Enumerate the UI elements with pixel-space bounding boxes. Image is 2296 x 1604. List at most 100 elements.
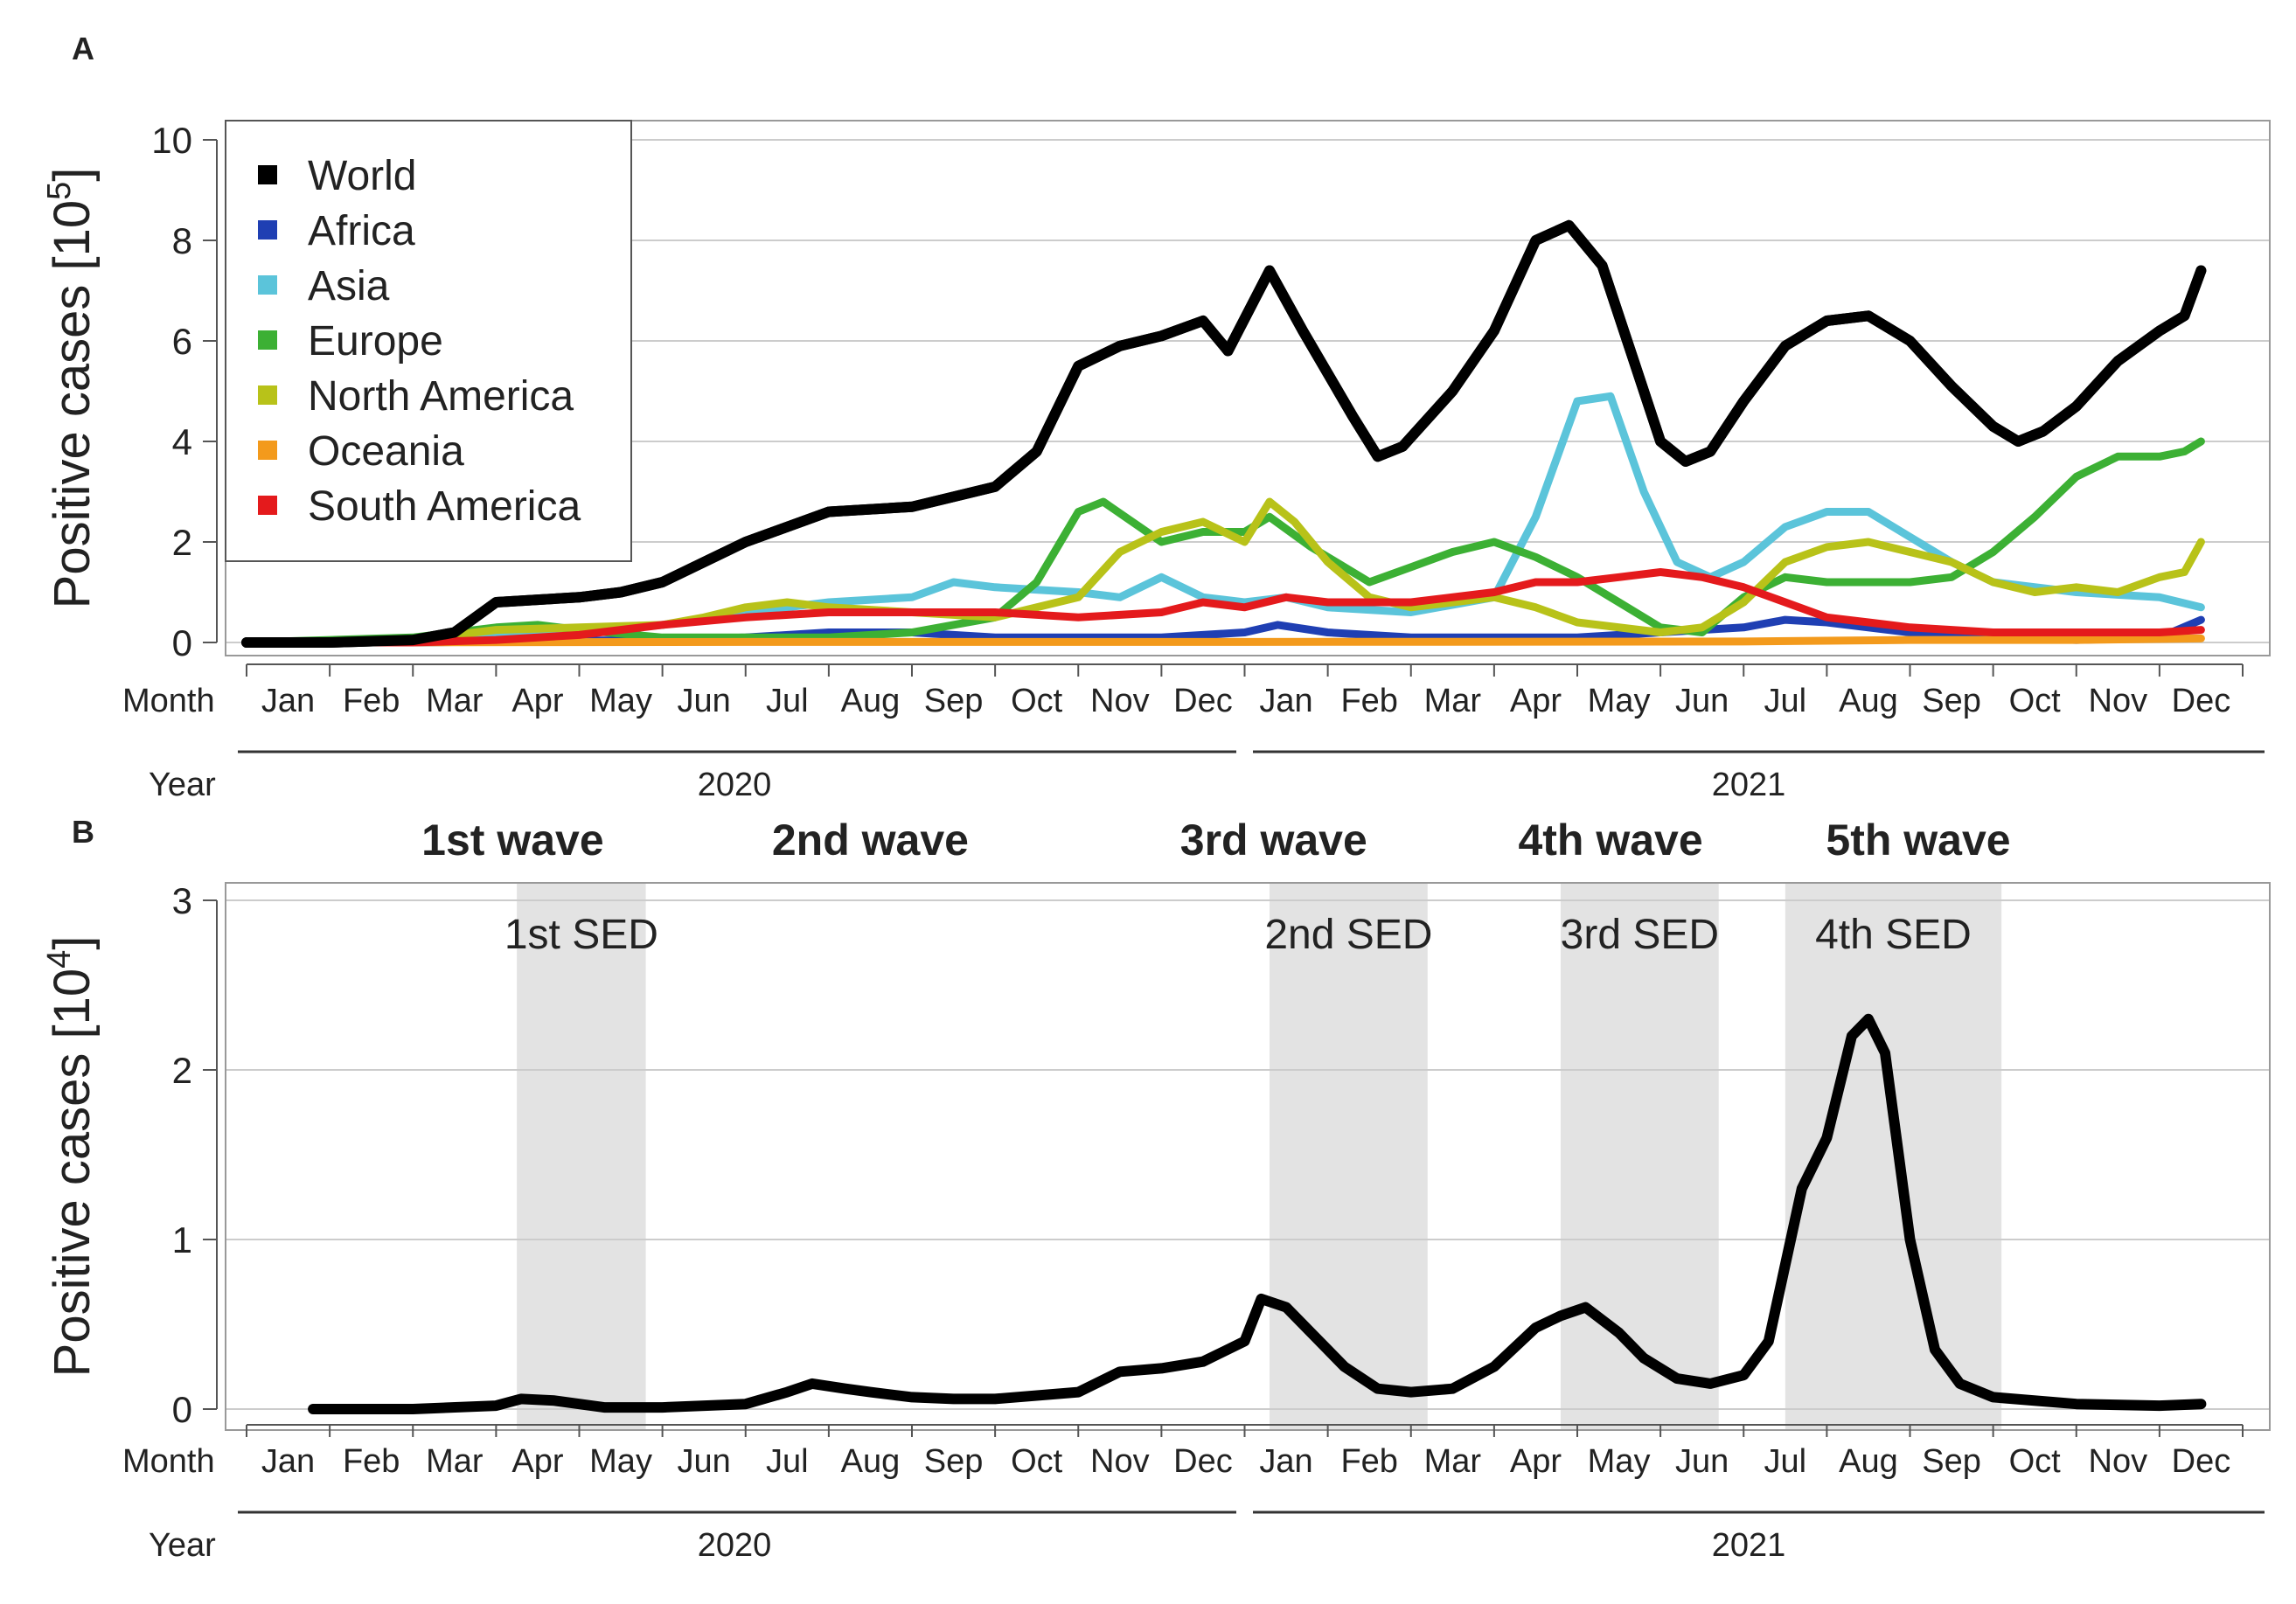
b-year-label-2021: 2021 bbox=[1712, 1527, 1786, 1564]
sed-periods bbox=[517, 883, 2002, 1430]
panel-a-y-axis-label: Positive cases [105] bbox=[41, 168, 101, 609]
b-month-row-label: Month bbox=[122, 1443, 215, 1480]
y-tick-label-b-2: 2 bbox=[172, 1050, 192, 1091]
b-month-label-15: Mar bbox=[1424, 1443, 1482, 1480]
a-year-row-label: Year bbox=[149, 767, 216, 803]
a-year-label-2021: 2021 bbox=[1712, 767, 1786, 803]
a-month-label-16: Apr bbox=[1510, 683, 1562, 719]
b-month-label-8: Aug bbox=[841, 1443, 901, 1480]
b-month-label-4: Apr bbox=[511, 1443, 563, 1480]
wave-label-4: 4th wave bbox=[1518, 816, 1702, 864]
sed-labels: 1st SED 2nd SED 3rd SED 4th SED bbox=[504, 912, 1972, 958]
wave-label-1: 1st wave bbox=[421, 816, 603, 864]
b-month-label-24: Dec bbox=[2172, 1443, 2231, 1480]
b-month-label-14: Feb bbox=[1340, 1443, 1397, 1480]
a-month-label-18: Jun bbox=[1675, 683, 1729, 719]
y-tick-label-b-0: 0 bbox=[172, 1389, 192, 1430]
b-month-label-17: May bbox=[1588, 1443, 1651, 1480]
b-month-label-6: Jun bbox=[678, 1443, 731, 1480]
sed-shade-3 bbox=[1560, 883, 1719, 1430]
panel-b: B 1st SED 2nd SED 3rd SED 4th SED 0 1 2 3 Posi… bbox=[41, 814, 2271, 1564]
a-month-label-2: Feb bbox=[343, 683, 400, 719]
a-month-label-24: Dec bbox=[2172, 683, 2231, 719]
legend-swatch-asia bbox=[258, 275, 277, 295]
a-month-label-22: Oct bbox=[2009, 683, 2062, 719]
y-tick-label-a-0: 0 bbox=[172, 622, 192, 663]
b-month-label-2: Feb bbox=[343, 1443, 400, 1480]
y-tick-label-a-4: 4 bbox=[172, 421, 192, 462]
panel-a-label: A bbox=[72, 31, 94, 66]
wave-label-2: 2nd wave bbox=[772, 816, 969, 864]
sed-shade-1 bbox=[517, 883, 646, 1430]
b-month-label-19: Jul bbox=[1764, 1443, 1807, 1480]
legend-label-north-america: North America bbox=[308, 373, 574, 420]
b-month-label-23: Nov bbox=[2089, 1443, 2148, 1480]
legend-label-europe: Europe bbox=[308, 318, 443, 365]
a-month-label-21: Sep bbox=[1922, 683, 1981, 719]
wave-labels: 1st wave 2nd wave 3rd wave 4th wave 5th wave bbox=[421, 816, 2010, 864]
legend-label-south-america: South America bbox=[308, 483, 581, 530]
a-month-label-15: Mar bbox=[1424, 683, 1482, 719]
series-line-europe bbox=[242, 437, 2205, 647]
b-month-label-18: Jun bbox=[1675, 1443, 1729, 1480]
panel-b-lines bbox=[308, 1013, 2207, 1414]
b-month-label-10: Oct bbox=[1011, 1443, 1063, 1480]
legend-label-oceania: Oceania bbox=[308, 428, 464, 475]
b-month-label-9: Sep bbox=[924, 1443, 984, 1480]
legend-swatch-north-america bbox=[258, 385, 277, 405]
series-line-north-america bbox=[242, 497, 2205, 647]
y-tick-label-b-3: 3 bbox=[172, 880, 192, 921]
b-month-label-5: May bbox=[589, 1443, 652, 1480]
b-month-label-13: Jan bbox=[1259, 1443, 1312, 1480]
sed-shade-2 bbox=[1270, 883, 1428, 1430]
a-month-label-4: Apr bbox=[511, 683, 563, 719]
a-month-label-12: Dec bbox=[1173, 683, 1233, 719]
y-tick-label-a-2: 2 bbox=[172, 522, 192, 563]
a-month-label-3: Mar bbox=[426, 683, 484, 719]
b-month-label-11: Nov bbox=[1090, 1443, 1150, 1480]
legend-swatch-world bbox=[258, 165, 277, 184]
legend-swatch-oceania bbox=[258, 441, 277, 460]
b-month-label-20: Aug bbox=[1839, 1443, 1898, 1480]
legend: World Africa Asia Europe North America Oceani… bbox=[225, 120, 632, 562]
a-month-label-13: Jan bbox=[1259, 683, 1312, 719]
a-month-label-10: Oct bbox=[1011, 683, 1063, 719]
legend-swatch-europe bbox=[258, 330, 277, 350]
a-year-label-2020: 2020 bbox=[698, 767, 772, 803]
a-month-label-6: Jun bbox=[678, 683, 731, 719]
a-month-label-14: Feb bbox=[1340, 683, 1397, 719]
sed-label-2: 2nd SED bbox=[1264, 912, 1432, 958]
y-tick-label-b-1: 1 bbox=[172, 1219, 192, 1260]
panel-b-label: B bbox=[72, 814, 94, 850]
b-month-label-7: Jul bbox=[766, 1443, 809, 1480]
a-month-label-8: Aug bbox=[841, 683, 901, 719]
panel-b-frame bbox=[225, 882, 2271, 1431]
legend-swatch-south-america bbox=[258, 496, 277, 515]
y-tick-label-a-8: 8 bbox=[172, 220, 192, 261]
legend-swatch-africa bbox=[258, 220, 277, 240]
panel-a-lines bbox=[241, 219, 2207, 648]
sed-label-4: 4th SED bbox=[1815, 912, 1972, 958]
panel-b-y-axis-label: Positive cases [104] bbox=[41, 936, 101, 1378]
a-month-label-5: May bbox=[589, 683, 652, 719]
panel-a-x-axis: Jan Feb Mar Apr May Jun Jul Aug Sep Oct Nov Dec Jan F… bbox=[122, 663, 2265, 803]
a-month-label-23: Nov bbox=[2089, 683, 2148, 719]
legend-label-asia: Asia bbox=[308, 263, 390, 309]
a-month-label-7: Jul bbox=[766, 683, 809, 719]
panel-a-y-axis: 0 2 4 6 8 10 bbox=[151, 120, 218, 663]
series-line-japan bbox=[308, 1013, 2207, 1414]
a-month-label-17: May bbox=[1588, 683, 1651, 719]
b-month-label-1: Jan bbox=[261, 1443, 315, 1480]
wave-label-5: 5th wave bbox=[1826, 816, 2010, 864]
b-year-label-2020: 2020 bbox=[698, 1527, 772, 1564]
b-year-row-label: Year bbox=[149, 1527, 216, 1564]
b-month-label-22: Oct bbox=[2009, 1443, 2062, 1480]
a-month-row-label: Month bbox=[122, 683, 215, 719]
legend-box bbox=[225, 120, 632, 562]
legend-label-africa: Africa bbox=[308, 208, 415, 254]
a-month-label-1: Jan bbox=[261, 683, 315, 719]
b-month-label-16: Apr bbox=[1510, 1443, 1562, 1480]
series-line-world-top bbox=[241, 219, 2207, 648]
b-month-label-21: Sep bbox=[1922, 1443, 1981, 1480]
